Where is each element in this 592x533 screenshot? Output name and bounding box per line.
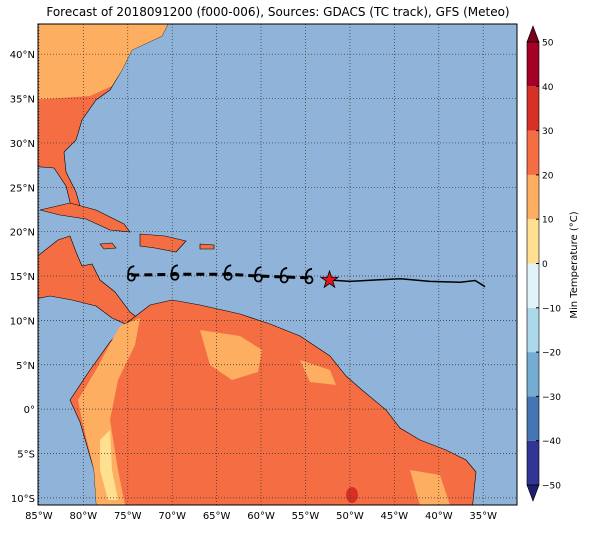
y-tick-label: 30°N [10,139,35,150]
colorbar-band [527,396,539,441]
storm-eye [279,274,289,284]
colorbar-label: Min Temperature (°C) [569,211,580,318]
x-tick-label: 55°W [292,511,320,522]
colorbar-band [527,307,539,353]
forecast-track [131,272,310,280]
andes-cool [78,318,140,505]
colorbar-band [527,174,539,220]
storm-symbol [126,265,136,282]
x-tick-label: 60°W [247,511,275,522]
storm-arm [305,267,313,279]
colorbar-tick-label: −20 [542,349,561,359]
colorbar-tick-label: −10 [542,304,561,314]
north-america-cool [38,24,168,100]
storm-arm [127,265,135,277]
y-tick-label: 35°N [10,95,35,106]
andes-cold [100,430,118,500]
x-tick-label: 85°W [25,511,53,522]
storm-symbol [170,264,180,281]
storm-eye [126,272,136,282]
chart-title: Forecast of 2018091200 (f000-006), Sourc… [46,5,509,19]
hispaniola [139,233,187,253]
y-tick-label: 0° [24,405,35,416]
storm-arm [280,267,288,279]
guiana-cool [300,360,336,385]
colorbar-under [526,484,540,502]
brazil-cool [410,470,450,505]
storm-symbol [304,267,314,285]
storm-arm [170,264,179,276]
colorbar-band [527,352,539,397]
x-tick-label: 45°W [381,511,409,522]
colorbar-tick-label: 0 [542,260,548,270]
colorbar-band [527,263,539,308]
y-tick-label: 15°N [10,272,35,283]
y-tick-label: 10°S [11,494,35,505]
y-tick-label: 5°S [17,450,35,461]
puerto-rico [199,243,215,250]
highlands-cool [200,330,262,380]
storm-arm [224,264,232,276]
colorbar-band [527,440,539,485]
storm-arm [254,266,262,278]
central-america [38,235,141,327]
storm-eye [223,271,233,281]
storm-symbol [279,267,289,284]
colorbar-tick-label: 10 [542,216,554,226]
colorbar-tick-label: 30 [542,127,554,137]
storm-eye [253,273,263,283]
colorbar-tick-label: 40 [542,83,554,93]
y-tick-label: 40°N [10,50,35,61]
colorbar-tick-label: −30 [542,393,561,403]
x-tick-label: 35°W [469,511,497,522]
x-tick-label: 40°W [425,511,453,522]
x-tick-label: 65°W [203,511,231,522]
cuba [39,202,131,233]
colorbar-band [527,130,539,175]
y-tick-label: 5°N [16,361,35,372]
colorbar-tick-label: 50 [542,39,554,49]
storm-symbol [223,264,233,281]
storm-symbol [253,266,263,283]
map-frame [37,23,518,506]
colorbar-band [527,42,539,87]
colorbar-tick-label: −50 [542,482,561,492]
y-tick-label: 20°N [10,228,35,239]
colorbar-band [527,219,539,264]
storm-eye [304,275,314,285]
colorbar-tick-label: 20 [542,171,554,181]
x-tick-label: 75°W [114,511,142,522]
jamaica [99,242,117,250]
current-position [319,269,340,289]
x-tick-label: 80°W [70,511,98,522]
hot-spot [346,487,358,503]
y-tick-label: 25°N [10,183,35,194]
storm-eye [170,271,180,281]
colorbar-tick-label: −40 [542,437,561,447]
x-tick-label: 70°W [158,511,186,522]
colorbar-band [527,86,539,131]
x-tick-label: 50°W [336,511,364,522]
past-track [329,277,486,288]
y-tick-label: 10°N [10,316,35,327]
colorbar-over [526,25,540,43]
